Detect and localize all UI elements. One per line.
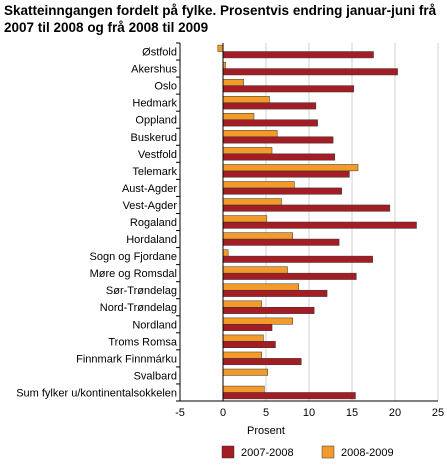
bar-2008-2009	[222, 113, 255, 120]
category-label: Østfold	[142, 47, 177, 59]
category-label: Nord-Trøndelag	[100, 302, 177, 314]
bar-2007-2008	[222, 272, 357, 280]
bar-2008-2009	[217, 44, 224, 52]
category-label: Oppland	[135, 115, 177, 127]
bar-2007-2008	[222, 204, 391, 212]
category-label: Hordaland	[126, 234, 177, 246]
bar-2008-2009	[222, 78, 244, 86]
legend-item: 2008-2009	[321, 445, 394, 459]
category-label: Aust-Agder	[122, 183, 177, 195]
category-label: Sum fylker u/kontinentalsokkelen	[16, 387, 177, 399]
category-label: Møre og Romsdal	[90, 268, 177, 280]
bar-2008-2009	[222, 164, 359, 172]
legend: 2007-2008 2008-2009	[221, 445, 394, 459]
category-label: Svalbard	[134, 370, 177, 382]
x-tick-label: 25	[432, 407, 444, 419]
category-label: Finnmark Finnmárku	[76, 353, 177, 365]
x-axis-label: Prosent	[247, 425, 285, 437]
x-tick-label: 0	[220, 407, 226, 419]
category-label: Hedmark	[132, 98, 177, 110]
bar-2007-2008	[222, 153, 336, 161]
category-label: Buskerud	[131, 132, 177, 144]
bar-2008-2009	[222, 385, 265, 393]
bar-2008-2009	[222, 266, 288, 274]
bar-2007-2008	[222, 392, 356, 400]
bar-2007-2008	[222, 119, 318, 127]
bar-2007-2008	[222, 68, 398, 76]
category-label: Troms Romsa	[108, 336, 178, 348]
category-label: Akershus	[131, 64, 177, 76]
bar-2008-2009	[222, 249, 229, 257]
bar-2008-2009	[222, 130, 278, 138]
bar-2007-2008	[222, 221, 417, 229]
bar-2008-2009	[222, 198, 282, 206]
x-tick-label: 20	[389, 407, 401, 419]
category-label: Nordland	[132, 319, 177, 331]
legend-item: 2007-2008	[221, 445, 294, 459]
bar-2008-2009	[222, 181, 295, 189]
bar-2007-2008	[222, 255, 373, 263]
bar-2008-2009	[222, 283, 299, 291]
bar-2007-2008	[222, 187, 342, 195]
bar-2007-2008	[222, 85, 354, 93]
category-label: Vest-Agder	[123, 200, 178, 212]
bar-2007-2008	[222, 51, 374, 59]
legend-label: 2008-2009	[341, 447, 394, 459]
bar-2008-2009	[222, 317, 293, 325]
bar-2008-2009	[222, 334, 264, 342]
axes	[176, 42, 438, 402]
bar-2007-2008	[222, 324, 273, 331]
bar-2008-2009	[222, 96, 270, 103]
x-tick-label: 10	[303, 407, 315, 419]
bar-2008-2009	[222, 351, 262, 359]
category-label: Sogn og Fjordane	[90, 251, 177, 263]
bar-2007-2008	[222, 341, 276, 348]
bar-2007-2008	[222, 238, 340, 246]
category-label: Telemark	[132, 166, 177, 178]
bars	[217, 44, 417, 400]
legend-swatch	[321, 445, 335, 459]
category-labels: Østfold Akershus Oslo Hedmark Oppland Buskeru…	[16, 47, 178, 400]
x-tick-label: 5	[263, 407, 269, 419]
bar-2008-2009	[222, 215, 268, 223]
x-tick-label: 15	[346, 407, 358, 419]
category-label: Vestfold	[138, 149, 177, 161]
category-label: Rogaland	[130, 217, 177, 229]
bar-2007-2008	[222, 306, 315, 314]
bar-2008-2009	[222, 300, 262, 308]
chart-title: Skatteinngangen fordelt på fylke. Prosen…	[4, 3, 437, 35]
legend-label: 2007-2008	[241, 447, 294, 459]
legend-swatch	[221, 445, 235, 459]
bar-2008-2009	[222, 147, 273, 155]
category-label: Oslo	[154, 81, 177, 93]
bar-2007-2008	[222, 358, 302, 366]
bar-2007-2008	[222, 170, 350, 178]
x-tick-labels: -5 0 5 10 15 20 25	[175, 407, 444, 419]
bar-2008-2009	[222, 368, 268, 376]
x-tick-label: -5	[175, 407, 185, 419]
category-label: Sør-Trøndelag	[106, 285, 177, 297]
bar-2008-2009	[222, 232, 293, 240]
bar-2007-2008	[222, 289, 328, 297]
bar-2007-2008	[222, 102, 317, 110]
bar-2007-2008	[222, 136, 334, 144]
